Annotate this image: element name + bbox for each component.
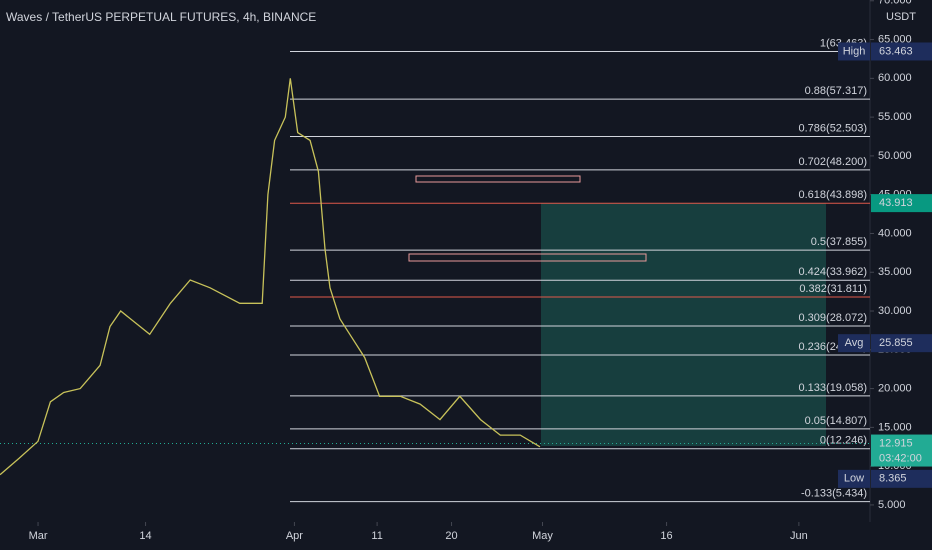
y-tick-label: 50.000 — [878, 150, 912, 162]
price-badge — [871, 334, 932, 353]
badge-tag: High — [843, 45, 866, 57]
y-tick-label: 30.000 — [878, 305, 912, 317]
fib-label: 0.88(57.317) — [805, 85, 867, 97]
y-tick-label: 70.000 — [878, 0, 912, 7]
x-tick-label: 14 — [139, 530, 151, 542]
x-tick-label: May — [532, 530, 553, 542]
price-badge-value: 8.365 — [879, 473, 907, 485]
y-tick-label: 35.000 — [878, 266, 912, 278]
badge-tag: Avg — [845, 337, 864, 349]
currency-label: USDT — [886, 11, 916, 23]
x-tick-label: 20 — [445, 530, 457, 542]
fib-label: 0(12.246) — [820, 435, 867, 447]
price-line — [0, 78, 541, 476]
drawn-rectangle — [415, 175, 581, 183]
price-badge-value: 63.463 — [879, 45, 913, 57]
fib-label: 0.5(37.855) — [811, 236, 867, 248]
fib-label: 0.133(19.058) — [799, 382, 868, 394]
fib-label: 0.618(43.898) — [799, 189, 868, 201]
drawn-rectangle — [408, 253, 647, 262]
fib-label: 0.309(28.072) — [799, 312, 868, 324]
fib-label: 0.424(33.962) — [799, 266, 868, 278]
price-badge — [871, 469, 932, 488]
y-tick-label: 15.000 — [878, 421, 912, 433]
fib-label: 0.786(52.503) — [799, 122, 868, 134]
badge-tag-bg — [838, 42, 870, 61]
price-badge — [871, 42, 932, 61]
chart-title: Waves / TetherUS PERPETUAL FUTURES, 4h, … — [6, 10, 316, 24]
y-tick-label: 55.000 — [878, 111, 912, 123]
x-tick-label: 11 — [371, 530, 382, 542]
price-badge — [871, 434, 932, 467]
x-tick-label: Mar — [29, 530, 48, 542]
fib-label: 0.382(31.811) — [799, 283, 867, 295]
price-badge-value: 25.855 — [879, 337, 913, 349]
y-tick-label: 20.000 — [878, 382, 912, 394]
badge-tag: Low — [844, 473, 864, 485]
x-tick-label: Jun — [790, 530, 808, 542]
x-tick-label: Apr — [286, 530, 303, 542]
position-zone — [541, 203, 826, 446]
countdown: 03:42:00 — [879, 452, 922, 464]
price-badge — [871, 194, 932, 213]
y-tick-label: 60.000 — [878, 72, 912, 84]
y-tick-label: 5.000 — [878, 499, 906, 511]
price-badge-value: 43.913 — [879, 197, 913, 209]
y-tick-label: 65.000 — [878, 33, 912, 45]
fib-label: -0.133(5.434) — [801, 487, 867, 499]
badge-tag-bg — [838, 469, 870, 488]
badge-tag-bg — [838, 334, 870, 353]
fib-label: 0.702(48.200) — [799, 156, 868, 168]
x-tick-label: 16 — [660, 530, 672, 542]
price-badge-value: 12.915 — [879, 437, 913, 449]
fib-label: 0.05(14.807) — [805, 415, 867, 427]
y-tick-label: 40.000 — [878, 227, 912, 239]
